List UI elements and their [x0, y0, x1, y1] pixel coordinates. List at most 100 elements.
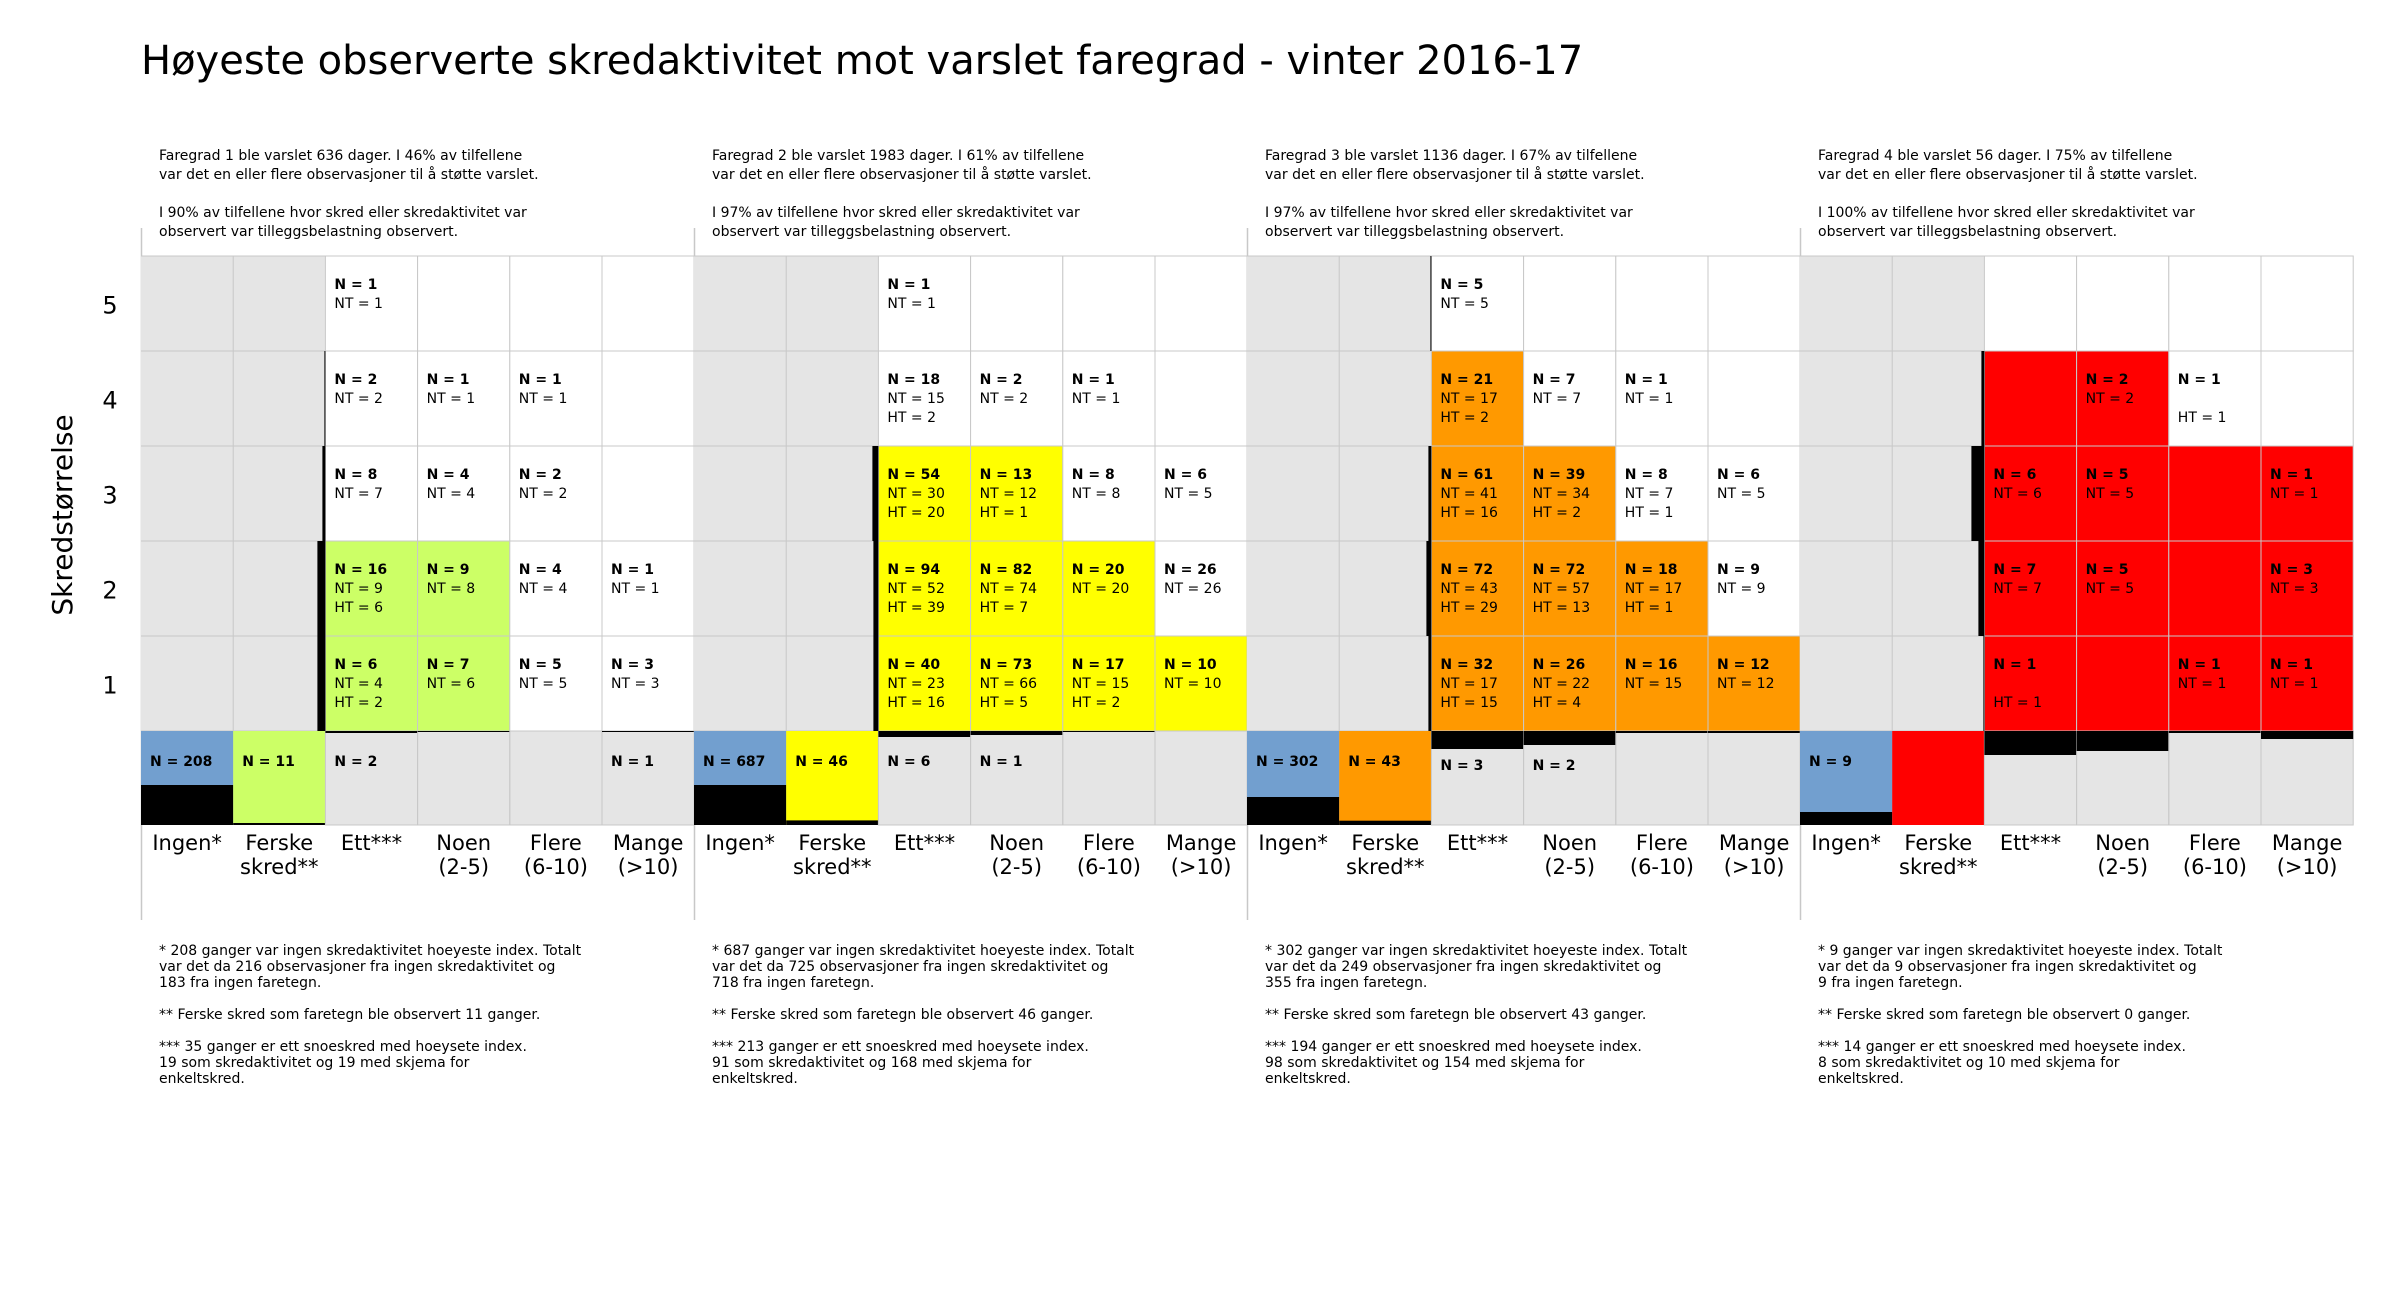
bottom-bar: [1523, 731, 1616, 745]
panel-footer-line: 183 fra ingen faretegn.: [159, 975, 321, 991]
cell-nt-label: NT = 4: [519, 581, 568, 597]
cell-ht-label: HT = 15: [1440, 695, 1498, 711]
side-bar: [324, 351, 326, 446]
panel-footer-line: enkeltskred.: [1818, 1071, 1904, 1087]
cell-nt-label: NT = 2: [980, 391, 1029, 407]
activity-tick-label: Mange: [1166, 831, 1237, 855]
activity-tick-label: (6-10): [1077, 855, 1141, 879]
cell-n-label: N = 12: [1717, 657, 1770, 673]
panel-footer-line: * 208 ganger var ingen skredaktivitet ho…: [159, 943, 582, 959]
cell-n-label: N = 82: [980, 562, 1033, 578]
panel-footer-line: 91 som skredaktivitet og 168 med skjema …: [712, 1055, 1032, 1071]
side-bar: [1981, 351, 1985, 446]
cell-nt-label: NT = 12: [980, 486, 1037, 502]
activity-tick-label: Ferske: [1904, 831, 1972, 855]
size-tick-label: 4: [102, 387, 117, 415]
cell-ht-label: HT = 1: [1625, 600, 1674, 616]
cell-nt-label: NT = 2: [2086, 391, 2135, 407]
side-bar: [872, 446, 879, 541]
cell-nt-label: NT = 74: [980, 581, 1038, 597]
cell-nt-label: NT = 7: [334, 486, 383, 502]
panel-header-line: observert var tilleggsbelastning observe…: [712, 224, 1011, 240]
cell-n-label: N = 4: [427, 467, 470, 483]
heatmap-cell: [1615, 635, 1709, 732]
heatmap-cell: [509, 255, 603, 352]
cell-n-label: N = 94: [887, 562, 940, 578]
panel-header-line: Faregrad 4 ble varslet 56 dager. I 75% a…: [1818, 148, 2172, 164]
cell-n-label: N = 6: [1993, 467, 2036, 483]
ingen-label: N = 208: [150, 754, 212, 770]
activity-tick-label: Mange: [1719, 831, 1790, 855]
cell-n-label: N = 21: [1440, 372, 1493, 388]
heatmap-cell: [509, 350, 603, 447]
heatmap-cell: [1523, 255, 1617, 352]
ingen-bar: [141, 785, 234, 825]
size-tick-label: 5: [102, 292, 117, 320]
panel-footer-line: * 302 ganger var ingen skredaktivitet ho…: [1265, 943, 1688, 959]
activity-tick-label: skred**: [1899, 855, 1978, 879]
heatmap-cell: [1062, 635, 1156, 732]
ferske-cell: [1892, 731, 1985, 825]
heatmap-cell: [1154, 445, 1248, 542]
cell-nt-label: NT = 34: [1533, 486, 1591, 502]
heatmap-cell: [1707, 445, 1801, 542]
panel-footer-line: *** 35 ganger er ett snoeskred med hoeys…: [159, 1039, 527, 1055]
heatmap-cell: [970, 350, 1064, 447]
panel-header-line: I 97% av tilfellene hvor skred eller skr…: [712, 205, 1080, 221]
panel-header-line: Faregrad 1 ble varslet 636 dager. I 46% …: [159, 148, 522, 164]
bottom-bar: [1431, 731, 1524, 749]
cell-n-label: N = 3: [2270, 562, 2313, 578]
side-bar: [317, 541, 326, 636]
side-bar: [873, 636, 879, 731]
cell-ht-label: HT = 5: [980, 695, 1029, 711]
panels: 1 2 3 4 5 Faregrad 1 ble varslet 636 dager. I…: [102, 148, 2354, 1087]
panel-footer-line: ** Ferske skred som faretegn ble observe…: [1265, 1007, 1646, 1023]
cell-n-label: N = 26: [1533, 657, 1586, 673]
activity-tick-label: Mange: [613, 831, 684, 855]
cell-n-label: N = 9: [427, 562, 470, 578]
panel-faregrad-4: Faregrad 4 ble varslet 56 dager. I 75% a…: [1799, 148, 2354, 1087]
panel-header-line: var det en eller flere observasjoner til…: [712, 166, 1092, 183]
cell-nt-label: NT = 7: [1625, 486, 1674, 502]
cell-n-label: N = 61: [1440, 467, 1493, 483]
panel-header-line: var det en eller flere observasjoner til…: [1265, 166, 1645, 183]
heatmap-cell: [601, 255, 695, 352]
activity-tick-label: skred**: [1346, 855, 1425, 879]
cell-nt-label: NT = 9: [334, 581, 383, 597]
ferske-cell: [786, 731, 879, 825]
cell-n-label: N = 20: [1072, 562, 1125, 578]
cell-ht-label: HT = 6: [334, 600, 383, 616]
panel-faregrad-1: Faregrad 1 ble varslet 636 dager. I 46% …: [140, 148, 695, 1087]
cell-n-label: N = 26: [1164, 562, 1217, 578]
side-bar: [1430, 256, 1432, 351]
cell-nt-label: NT = 8: [427, 581, 476, 597]
heatmap-cell: [1523, 540, 1617, 637]
activity-tick-label: (6-10): [1630, 855, 1694, 879]
panel-footer-line: var det da 249 observasjoner fra ingen s…: [1265, 959, 1661, 975]
activity-tick-label: (6-10): [2183, 855, 2247, 879]
bottom-label: N = 2: [334, 754, 377, 770]
heatmap-cell: [877, 635, 972, 732]
panel-header-line: I 100% av tilfellene hvor skred eller sk…: [1818, 205, 2195, 221]
ferske-label: N = 43: [1348, 754, 1401, 770]
side-bar: [873, 541, 879, 636]
heatmap-cell: [601, 540, 695, 637]
activity-tick-label: Flere: [530, 831, 582, 855]
activity-tick-label: Noen: [2095, 831, 2150, 855]
cell-nt-label: NT = 7: [1993, 581, 2042, 597]
panel-footer-line: *** 213 ganger er ett snoeskred med hoey…: [712, 1039, 1089, 1055]
bottom-bar: [602, 731, 695, 732]
heatmap-cell: [2260, 540, 2354, 637]
cell-nt-label: NT = 1: [519, 391, 568, 407]
cell-n-label: N = 16: [1625, 657, 1678, 673]
cell-nt-label: NT = 1: [887, 296, 936, 312]
cell-n-label: N = 1: [519, 372, 562, 388]
cell-ht-label: HT = 2: [1533, 505, 1582, 521]
heatmap-cell: [2076, 635, 2170, 732]
chart-title: Høyeste observerte skredaktivitet mot va…: [141, 38, 1583, 84]
panel-header-line: Faregrad 2 ble varslet 1983 dager. I 61%…: [712, 148, 1084, 164]
activity-tick-label: Noen: [1542, 831, 1597, 855]
panel-footer-line: 9 fra ingen faretegn.: [1818, 975, 1963, 991]
cell-n-label: N = 1: [2178, 372, 2221, 388]
